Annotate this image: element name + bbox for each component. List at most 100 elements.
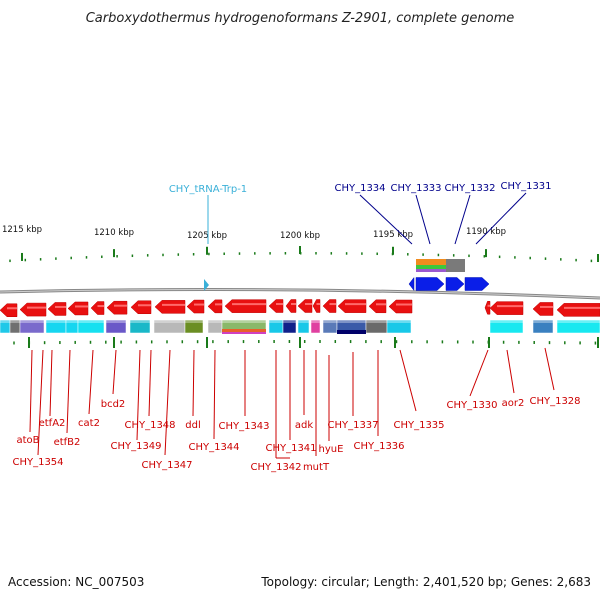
forward-gene-arrow bbox=[445, 277, 465, 291]
bottom-tick-track bbox=[13, 337, 599, 348]
reverse-gene-arrow bbox=[368, 299, 387, 314]
gene-label: CHY_1354 bbox=[12, 457, 63, 468]
forward-gene-arrow bbox=[415, 277, 445, 291]
feature-band bbox=[446, 259, 465, 272]
feature-band-gloss bbox=[387, 320, 411, 323]
top-tick-track bbox=[9, 246, 599, 263]
feature-band bbox=[297, 319, 310, 334]
gene-label: CHY_1331 bbox=[500, 181, 551, 192]
gene-label: CHY_1334 bbox=[334, 183, 385, 194]
feature-band-gloss bbox=[46, 320, 66, 323]
feature-band bbox=[310, 319, 321, 334]
callout-line bbox=[136, 349, 141, 441]
gene-label: CHY_1337 bbox=[327, 420, 378, 431]
gene-label: hyuE bbox=[319, 444, 344, 455]
feature-band bbox=[532, 319, 554, 334]
feature-band bbox=[129, 319, 151, 334]
axis-label: 1200 kbp bbox=[280, 231, 320, 241]
reverse-gene-arrow bbox=[489, 301, 524, 315]
callout-line bbox=[49, 349, 53, 417]
reverse-gene-arrow bbox=[556, 303, 600, 317]
callout-line bbox=[399, 349, 417, 412]
topology-text: Topology: circular; Length: 2,401,520 bp… bbox=[260, 575, 591, 589]
gene-label: CHY_1344 bbox=[188, 442, 239, 453]
gene-label: CHY_1341 bbox=[265, 443, 316, 454]
gene-label: mutT bbox=[303, 462, 330, 473]
forward-gene-arrow bbox=[408, 276, 415, 292]
feature-band-gloss bbox=[283, 320, 296, 323]
reverse-gene-arrow bbox=[154, 300, 186, 314]
callout-line bbox=[454, 194, 471, 245]
feature-band bbox=[282, 319, 297, 334]
reverse-gene-arrow bbox=[19, 302, 47, 317]
callout-line bbox=[112, 349, 117, 395]
feature-band bbox=[386, 319, 412, 334]
reverse-strand-genes bbox=[0, 299, 600, 317]
reverse-gene-arrow bbox=[337, 299, 367, 313]
reverse-gene-arrow bbox=[388, 299, 413, 314]
feature-band-gloss bbox=[66, 320, 78, 323]
forward-strand-genes bbox=[204, 276, 490, 292]
gene-label: CHY_1347 bbox=[141, 460, 192, 471]
feature-band bbox=[19, 319, 45, 334]
reverse-gene-arrow bbox=[532, 302, 554, 316]
gene-label: atoB bbox=[16, 435, 39, 446]
gene-label: CHY_1349 bbox=[110, 441, 161, 452]
reverse-gene-arrow bbox=[322, 299, 337, 313]
gene-label: CHY_1330 bbox=[446, 400, 497, 411]
feature-band-gloss bbox=[298, 320, 309, 323]
genome-backbone bbox=[0, 288, 600, 300]
feature-band bbox=[184, 319, 204, 334]
reverse-gene-arrow bbox=[224, 299, 267, 313]
gene-feature-bands bbox=[0, 259, 600, 334]
gene-label: CHY_1336 bbox=[353, 441, 404, 452]
reverse-gene-arrow bbox=[285, 299, 297, 313]
gene-label: CHY_1343 bbox=[218, 421, 269, 432]
feature-band-gloss bbox=[490, 320, 523, 323]
feature-band-gloss bbox=[337, 320, 366, 323]
gene-label: CHY_1348 bbox=[124, 420, 175, 431]
feature-band-gloss bbox=[311, 320, 320, 323]
feature-band-gloss bbox=[533, 320, 553, 323]
feature-band-gloss bbox=[154, 320, 185, 323]
map-title: Carboxydothermus hydrogenoformans Z-2901… bbox=[86, 11, 515, 26]
callout-line bbox=[506, 349, 515, 394]
reverse-gene-arrow bbox=[67, 301, 89, 316]
gene-label: etfB2 bbox=[54, 437, 81, 448]
callout-line bbox=[148, 349, 152, 417]
gene-label: aor2 bbox=[502, 398, 525, 409]
reverse-gene-arrow bbox=[297, 299, 313, 313]
feature-band bbox=[222, 332, 266, 334]
reverse-gene-arrow bbox=[484, 301, 491, 315]
gene-label: ddl bbox=[185, 420, 200, 431]
gene-label: bcd2 bbox=[101, 399, 126, 410]
feature-band-gloss bbox=[208, 320, 222, 323]
accession-text: Accession: NC_007503 bbox=[8, 575, 144, 589]
reverse-gene-arrow bbox=[130, 300, 152, 315]
reverse-gene-arrow bbox=[47, 302, 67, 316]
callout-line bbox=[164, 349, 171, 456]
gene-label: CHY_1328 bbox=[529, 396, 580, 407]
callout-line bbox=[475, 192, 527, 245]
feature-band-gloss bbox=[222, 320, 266, 323]
feature-band bbox=[416, 269, 446, 272]
feature-band-gloss bbox=[106, 320, 126, 323]
feature-band-gloss bbox=[130, 320, 150, 323]
feature-band-gloss bbox=[366, 320, 387, 323]
callout-line bbox=[66, 349, 71, 434]
feature-band bbox=[222, 329, 266, 332]
feature-band bbox=[416, 259, 446, 265]
feature-band bbox=[556, 319, 600, 334]
reverse-gene-arrow bbox=[0, 303, 18, 317]
gene-label: CHY_1332 bbox=[444, 183, 495, 194]
callout-line bbox=[88, 349, 94, 415]
forward-gene-arrow bbox=[464, 277, 490, 291]
reverse-gene-arrow bbox=[268, 299, 284, 313]
callout-line bbox=[29, 349, 33, 433]
callout-line bbox=[37, 349, 44, 456]
axis-kbp-labels: 1215 kbp 1210 kbp 1205 kbp 1200 kbp 1195 kbp… bbox=[2, 225, 506, 241]
feature-band-gloss bbox=[269, 320, 283, 323]
reverse-gene-arrow bbox=[90, 301, 105, 315]
